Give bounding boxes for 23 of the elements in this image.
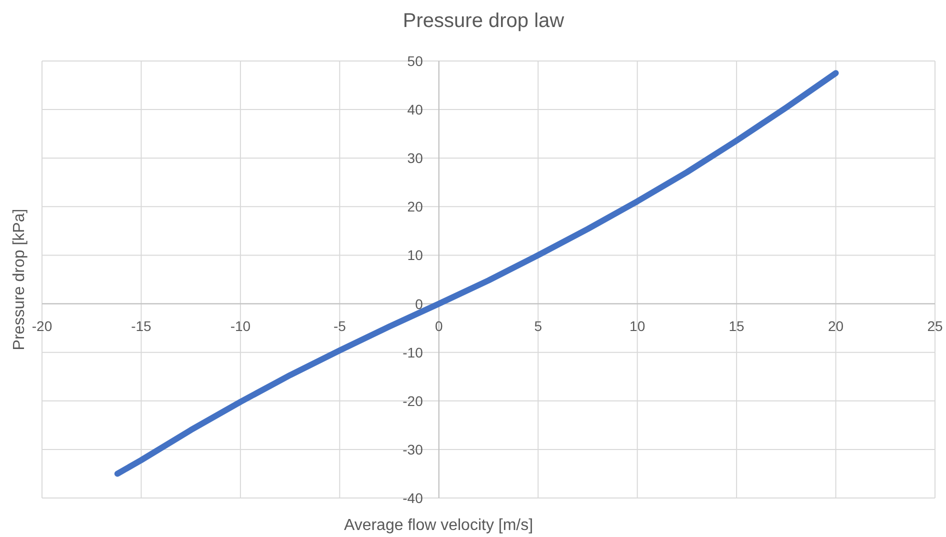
x-axis-title: Average flow velocity [m/s] — [344, 517, 534, 534]
x-tick-label: 25 — [927, 318, 943, 334]
x-tick-label: -20 — [32, 318, 52, 334]
y-tick-label: 50 — [407, 53, 424, 69]
y-tick-label: -30 — [402, 441, 424, 458]
y-axis-title: Pressure drop [kPa] — [11, 208, 28, 350]
y-tick-label: 20 — [407, 198, 424, 215]
y-tick-label: -40 — [402, 490, 424, 506]
x-tick-label: -5 — [333, 318, 346, 334]
x-tick-label: 0 — [434, 318, 443, 334]
y-tick-label: 0 — [415, 296, 424, 312]
y-tick-label: 40 — [407, 102, 424, 118]
x-tick-label: 20 — [828, 318, 844, 334]
x-tick-label: -10 — [230, 318, 251, 334]
y-tick-label: 10 — [407, 247, 424, 264]
x-tick-label: -15 — [131, 318, 152, 334]
y-tick-label: -20 — [402, 392, 424, 409]
x-tick-label: 5 — [534, 318, 542, 334]
y-tick-label: 30 — [407, 150, 424, 166]
y-tick-label: -10 — [402, 344, 424, 360]
chart-title: Pressure drop law — [402, 10, 565, 32]
x-tick-label: 15 — [728, 318, 745, 334]
x-tick-label: 10 — [630, 318, 646, 334]
